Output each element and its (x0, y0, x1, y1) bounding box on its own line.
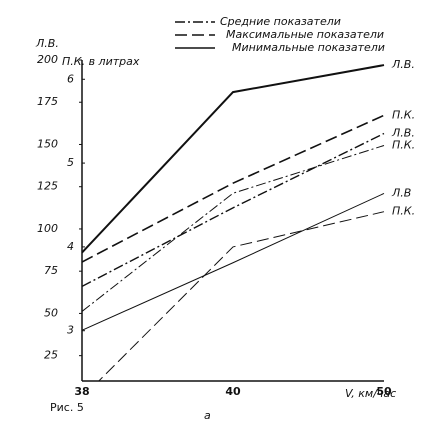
x-tick-label: 38 (74, 385, 89, 398)
series-line (82, 132, 385, 288)
sublabel: а (204, 409, 211, 422)
series-line (82, 145, 385, 312)
y-tick-label: 50 (44, 306, 58, 319)
series-end-label: Л.В. (391, 126, 415, 139)
legend-label: Максимальные показатели (226, 28, 384, 41)
y-tick-label: 75 (44, 264, 58, 277)
series-line (82, 64, 385, 254)
series-line (82, 114, 385, 263)
series-end-label: Л.В (391, 186, 411, 199)
series-line (98, 211, 385, 381)
legend-label: Средние показатели (220, 15, 341, 28)
y-tick-label: 150 (37, 137, 58, 150)
y-tick-label: 100 (37, 222, 58, 235)
y-tick-label: 175 (37, 95, 58, 108)
series-end-label: П.К. (392, 108, 415, 121)
x-axis-label: V, км/час (345, 387, 396, 400)
y2-tick-label: 5 (67, 156, 74, 169)
y-axis-label: Л.В. (35, 37, 59, 50)
series-end-label: П.К. (392, 205, 415, 218)
y2-tick-label: 6 (67, 72, 74, 85)
y-tick-label: 25 (44, 349, 58, 362)
series-end-label: Л.В. (391, 58, 415, 71)
caption: Рис. 5 (50, 401, 84, 414)
series-line (82, 193, 385, 331)
y2-axis-label: П.К. в литрах (62, 55, 140, 68)
y2-tick-label: 4 (67, 240, 74, 253)
y-tick-label: 200 (37, 53, 58, 66)
y-tick-label: 125 (37, 180, 58, 193)
series-end-label: П.К. (392, 138, 415, 151)
legend-label: Минимальные показатели (232, 41, 385, 54)
y2-tick-label: 3 (67, 324, 74, 337)
x-tick-label: 50 (376, 385, 392, 398)
x-tick-label: 40 (225, 385, 241, 398)
